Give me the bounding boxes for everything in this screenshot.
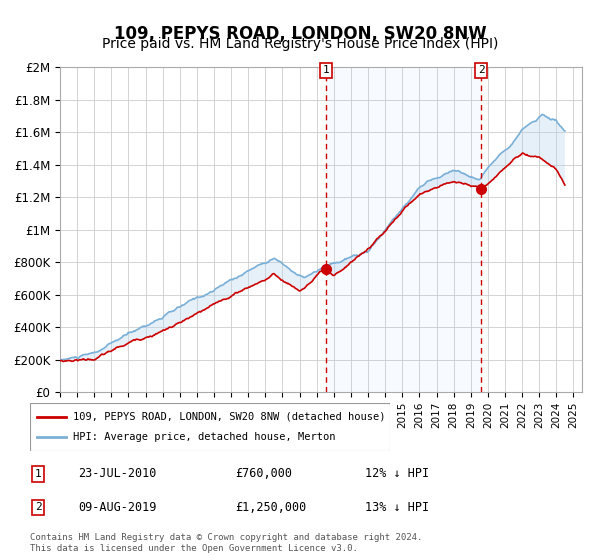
FancyBboxPatch shape: [30, 403, 390, 451]
Text: 109, PEPYS ROAD, LONDON, SW20 8NW: 109, PEPYS ROAD, LONDON, SW20 8NW: [113, 25, 487, 43]
Text: 109, PEPYS ROAD, LONDON, SW20 8NW (detached house): 109, PEPYS ROAD, LONDON, SW20 8NW (detac…: [73, 412, 386, 422]
Text: 2: 2: [35, 502, 41, 512]
Text: HPI: Average price, detached house, Merton: HPI: Average price, detached house, Mert…: [73, 432, 336, 442]
Text: 2: 2: [478, 66, 484, 76]
Text: 1: 1: [323, 66, 329, 76]
Text: £760,000: £760,000: [235, 468, 292, 480]
Text: 1: 1: [35, 469, 41, 479]
Text: 23-JUL-2010: 23-JUL-2010: [79, 468, 157, 480]
Text: Price paid vs. HM Land Registry's House Price Index (HPI): Price paid vs. HM Land Registry's House …: [102, 37, 498, 51]
Text: Contains HM Land Registry data © Crown copyright and database right 2024.
This d: Contains HM Land Registry data © Crown c…: [30, 533, 422, 553]
Text: 12% ↓ HPI: 12% ↓ HPI: [365, 468, 429, 480]
Text: £1,250,000: £1,250,000: [235, 501, 307, 514]
Text: 09-AUG-2019: 09-AUG-2019: [79, 501, 157, 514]
Text: 13% ↓ HPI: 13% ↓ HPI: [365, 501, 429, 514]
